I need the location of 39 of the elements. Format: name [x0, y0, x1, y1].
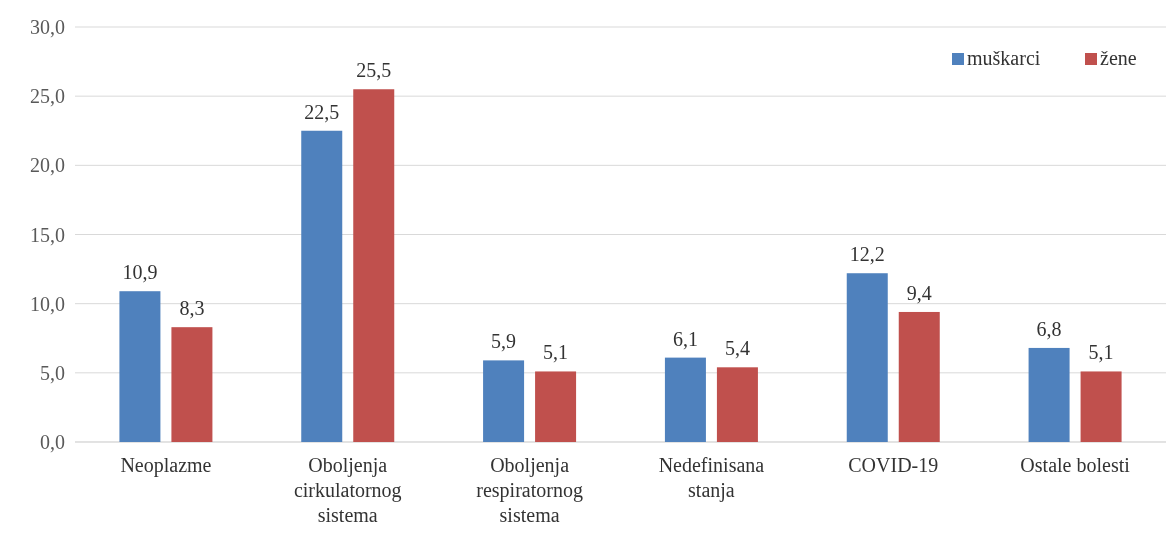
bar — [535, 371, 577, 442]
data-label: 6,1 — [672, 327, 698, 350]
x-tick-label: COVID-19 — [848, 454, 939, 476]
data-label: 9,4 — [906, 281, 932, 304]
data-label: 10,9 — [122, 261, 158, 284]
bar — [716, 367, 758, 442]
bar — [301, 130, 343, 442]
x-tick-label: Oboljenja cirkulatornog sistema — [293, 454, 402, 526]
y-tick-label: 5,0 — [40, 361, 65, 384]
data-label: 8,3 — [179, 297, 205, 320]
y-tick-label: 15,0 — [30, 223, 65, 246]
bar — [1080, 371, 1122, 442]
x-tick-label: Ostale bolesti — [1020, 454, 1131, 476]
y-tick-label: 25,0 — [30, 85, 65, 108]
data-label: 22,5 — [304, 100, 340, 123]
bar — [898, 311, 940, 442]
bar — [353, 89, 395, 442]
y-tick-label: 10,0 — [30, 292, 65, 315]
data-label: 5,1 — [1088, 341, 1114, 364]
legend-label: muškarci — [967, 47, 1041, 69]
data-label: 12,2 — [849, 243, 885, 266]
x-tick-label: Neoplazme — [120, 454, 212, 477]
data-label: 5,4 — [724, 337, 750, 360]
data-label: 25,5 — [356, 59, 392, 82]
bar — [846, 273, 888, 442]
x-tick-label: Oboljenja respiratornog sistema — [476, 454, 583, 526]
bar — [483, 360, 525, 442]
bar — [171, 327, 213, 442]
bar — [1028, 347, 1070, 442]
data-label: 5,9 — [491, 330, 517, 353]
y-tick-label: 20,0 — [30, 154, 65, 177]
y-tick-label: 0,0 — [40, 431, 65, 453]
legend-label: žene — [1100, 47, 1137, 69]
x-tick-label: Nedefinisana stanja — [658, 454, 765, 502]
data-label: 6,8 — [1036, 317, 1062, 340]
data-label: 5,1 — [543, 341, 569, 364]
bar — [664, 357, 706, 442]
y-tick-label: 30,0 — [30, 16, 65, 38]
bar — [119, 291, 161, 442]
